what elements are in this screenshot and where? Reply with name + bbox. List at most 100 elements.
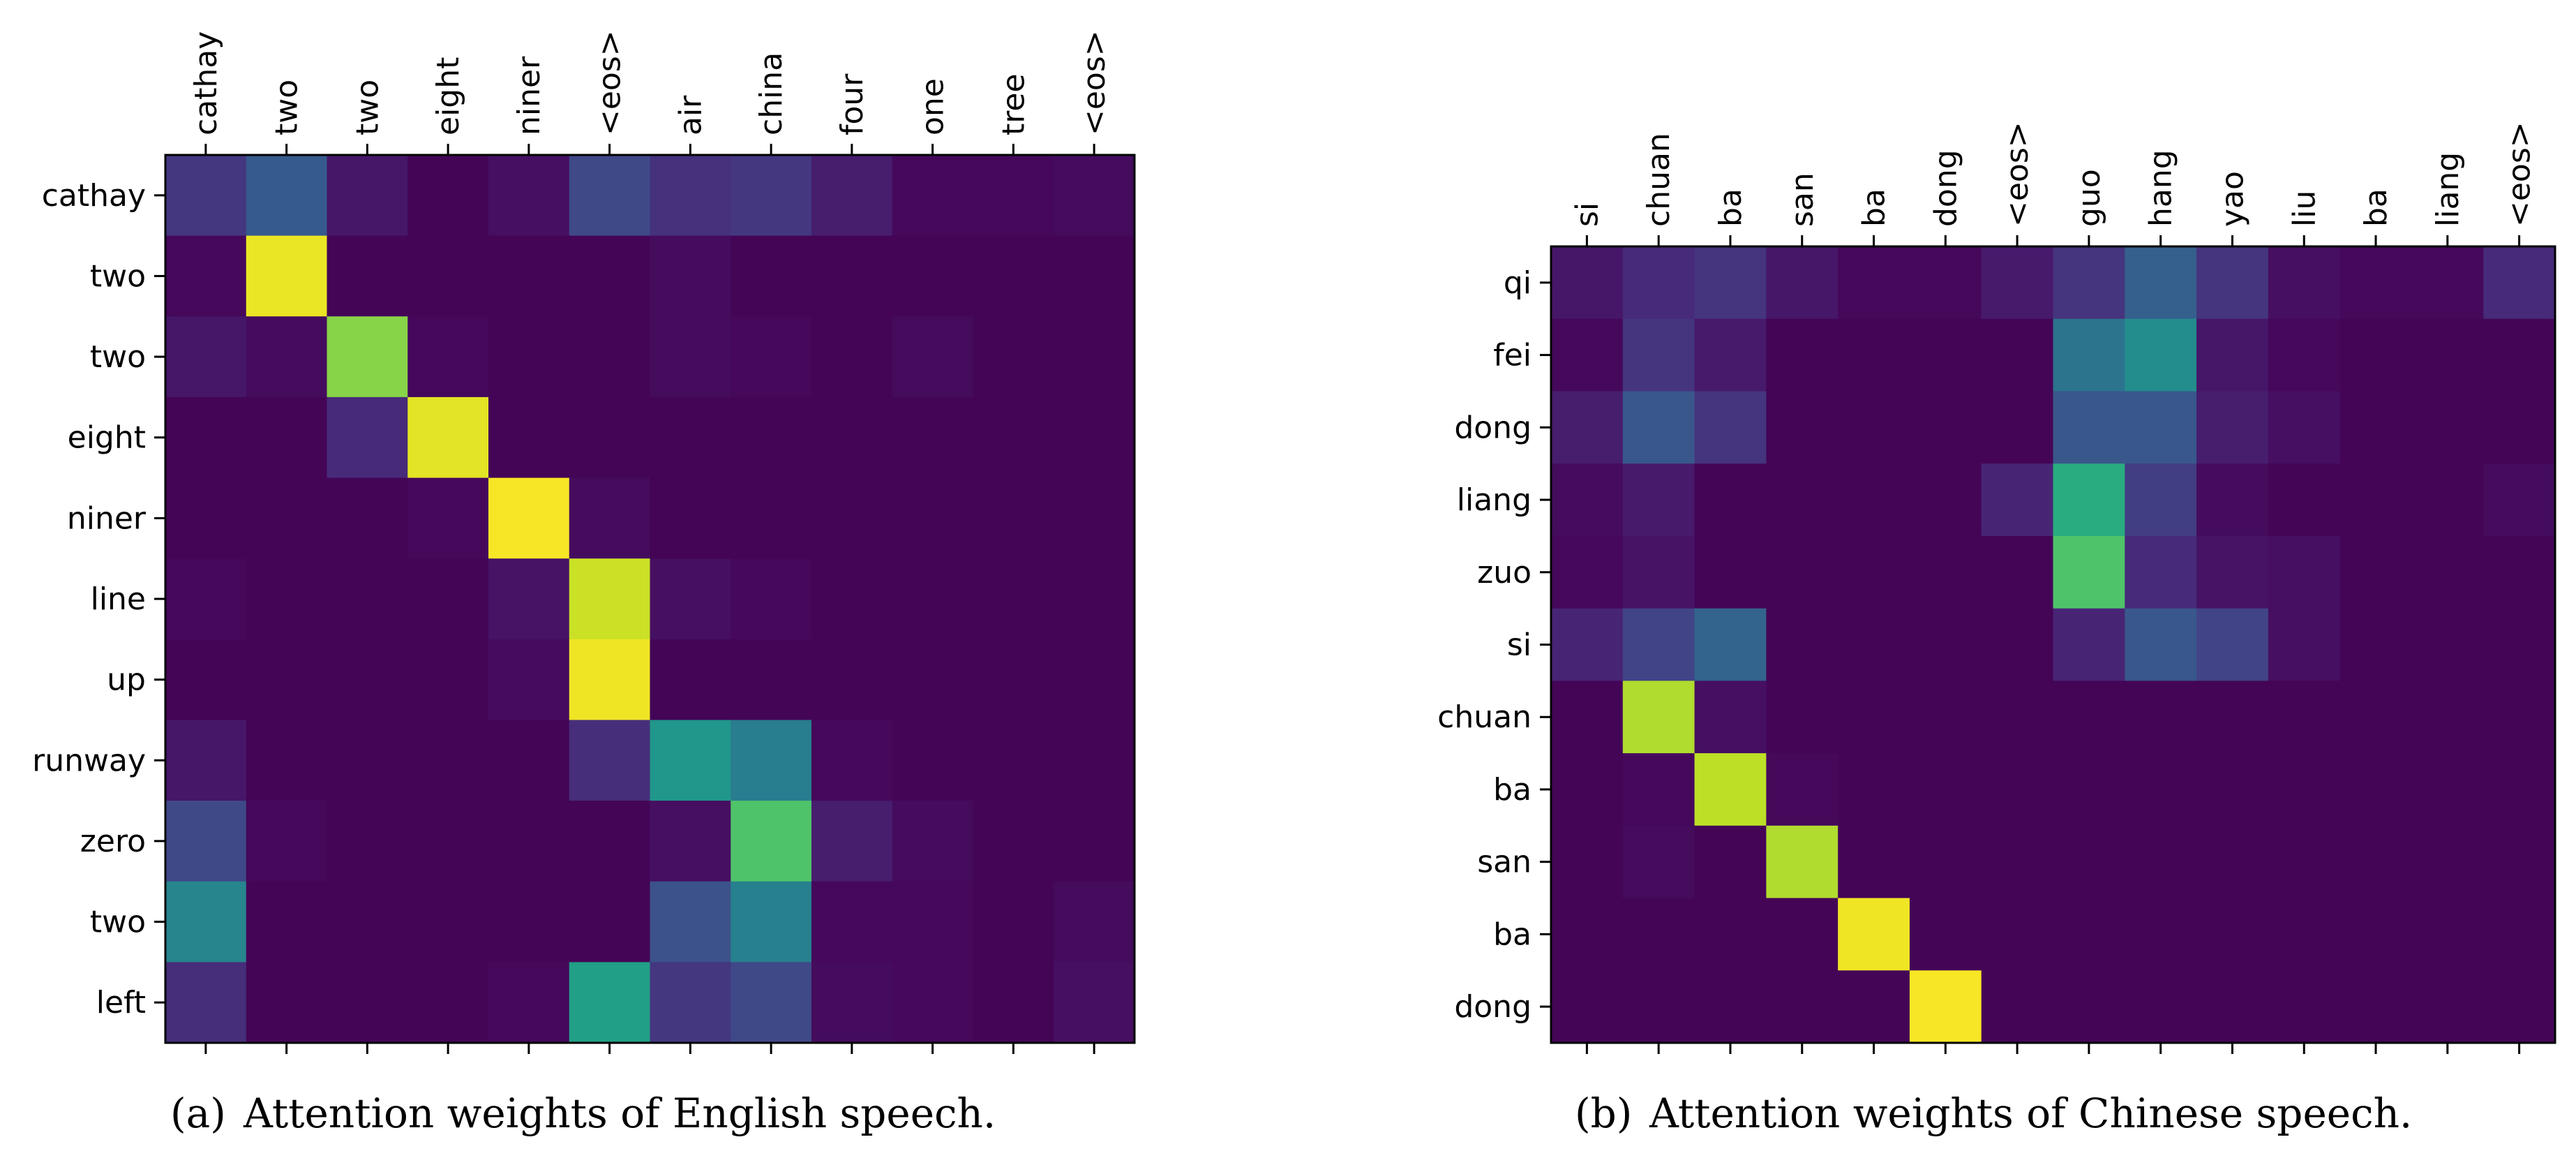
cell-a-r0-c7	[731, 155, 812, 237]
cell-b-r2-c3	[1766, 391, 1839, 464]
cell-a-r2-c1	[246, 316, 328, 398]
cell-a-r7-c9	[892, 720, 974, 801]
cell-b-r1-c3	[1766, 318, 1839, 392]
cell-b-r7-c6	[1981, 753, 2054, 826]
cell-a-r2-c11	[1054, 316, 1135, 398]
cell-a-r9-c2	[327, 881, 408, 963]
cell-a-r9-c9	[892, 881, 974, 963]
cell-a-r10-c5	[569, 962, 651, 1044]
xlabel-b-3: san	[1785, 172, 1820, 227]
cell-b-r3-c4	[1838, 463, 1910, 537]
xlabel-a-7: china	[754, 52, 789, 135]
cell-a-r6-c3	[407, 639, 489, 721]
cell-b-r7-c1	[1622, 753, 1695, 826]
cell-a-r5-c0	[165, 558, 247, 640]
cell-a-r8-c6	[650, 801, 731, 882]
cell-b-r6-c4	[1838, 681, 1910, 754]
cell-a-r9-c3	[407, 881, 489, 963]
cell-b-r4-c8	[2125, 535, 2197, 609]
cell-b-r1-c8	[2125, 318, 2197, 392]
ylabel-a-4: niner	[67, 500, 147, 536]
cell-a-r1-c6	[650, 235, 731, 317]
cell-a-r6-c6	[650, 639, 731, 721]
xlabel-a-8: four	[834, 73, 870, 135]
ylabel-b-2: dong	[1454, 410, 1532, 445]
cell-b-r4-c2	[1694, 535, 1767, 609]
cell-b-r0-c7	[2053, 246, 2125, 320]
ylabel-a-6: up	[107, 662, 146, 698]
cell-b-r2-c13	[2483, 391, 2556, 464]
cell-b-r1-c1	[1622, 318, 1695, 392]
cell-b-r10-c12	[2411, 970, 2484, 1044]
xlabel-a-5: <eos>	[592, 30, 628, 135]
cell-a-r9-c10	[973, 881, 1054, 963]
cell-a-r3-c0	[165, 396, 247, 479]
cell-a-r5-c10	[973, 558, 1054, 640]
cell-a-r3-c8	[811, 396, 893, 479]
xlabel-a-6: air	[673, 95, 708, 135]
cell-b-r8-c9	[2196, 825, 2269, 899]
xlabel-a-3: eight	[430, 57, 466, 135]
cell-b-r2-c9	[2196, 391, 2269, 464]
cell-a-r4-c1	[246, 477, 328, 559]
cell-b-r2-c5	[1909, 391, 1982, 464]
cell-b-r2-c10	[2268, 391, 2341, 464]
cell-b-r9-c11	[2339, 898, 2413, 971]
caption-b-text: Attention weights of Chinese speech.	[1649, 1090, 2412, 1137]
cell-b-r7-c2	[1694, 753, 1767, 826]
xlabel-b-5: dong	[1928, 149, 1963, 227]
cell-a-r10-c0	[165, 962, 247, 1044]
cell-a-r10-c7	[731, 962, 812, 1044]
cell-b-r1-c12	[2411, 318, 2484, 392]
cell-a-r6-c9	[892, 639, 974, 721]
cell-b-r1-c13	[2483, 318, 2556, 392]
ylabel-a-10: left	[96, 985, 146, 1020]
cell-a-r8-c9	[892, 801, 974, 882]
cell-b-r9-c6	[1981, 898, 2054, 971]
cell-b-r10-c6	[1981, 970, 2054, 1044]
cell-a-r9-c11	[1054, 881, 1135, 963]
cell-b-r10-c3	[1766, 970, 1839, 1044]
cell-b-r5-c0	[1551, 608, 1624, 681]
ylabel-b-3: liang	[1457, 482, 1532, 518]
cell-b-r4-c12	[2411, 535, 2484, 609]
cell-a-r4-c9	[892, 477, 974, 559]
cell-b-r6-c1	[1622, 681, 1695, 754]
cell-a-r5-c9	[892, 558, 974, 640]
cell-b-r0-c9	[2196, 246, 2269, 320]
cell-a-r7-c10	[973, 720, 1054, 801]
cell-a-r4-c2	[327, 477, 408, 559]
cell-b-r3-c7	[2053, 463, 2125, 537]
xlabel-a-4: niner	[511, 56, 547, 135]
xlabel-a-1: two	[269, 80, 305, 135]
cell-a-r0-c3	[407, 155, 489, 237]
cell-a-r5-c4	[488, 558, 570, 640]
ylabel-b-10: dong	[1454, 989, 1532, 1025]
cell-a-r2-c2	[327, 316, 408, 398]
cell-b-r4-c0	[1551, 535, 1624, 609]
cell-a-r2-c6	[650, 316, 731, 398]
cell-b-r6-c3	[1766, 681, 1839, 754]
cell-a-r8-c2	[327, 801, 408, 882]
cell-a-r10-c9	[892, 962, 974, 1044]
xlabel-a-10: tree	[996, 73, 1031, 135]
cell-a-r1-c0	[165, 235, 247, 317]
xlabel-b-7: guo	[2072, 169, 2107, 227]
cell-b-r7-c8	[2125, 753, 2197, 826]
cell-b-r10-c7	[2053, 970, 2125, 1044]
cell-b-r4-c1	[1622, 535, 1695, 609]
cell-a-r2-c8	[811, 316, 893, 398]
cell-b-r3-c12	[2411, 463, 2484, 537]
cell-b-r6-c10	[2268, 681, 2341, 754]
cell-a-r7-c1	[246, 720, 328, 801]
ylabel-b-0: qi	[1504, 265, 1532, 301]
cell-a-r3-c9	[892, 396, 974, 479]
cell-b-r2-c4	[1838, 391, 1910, 464]
cell-a-r10-c3	[407, 962, 489, 1044]
cell-a-r10-c4	[488, 962, 570, 1044]
cell-b-r8-c1	[1622, 825, 1695, 899]
cell-b-r7-c3	[1766, 753, 1839, 826]
cell-b-r8-c2	[1694, 825, 1767, 899]
cell-a-r4-c4	[488, 477, 570, 559]
cell-b-r6-c13	[2483, 681, 2556, 754]
